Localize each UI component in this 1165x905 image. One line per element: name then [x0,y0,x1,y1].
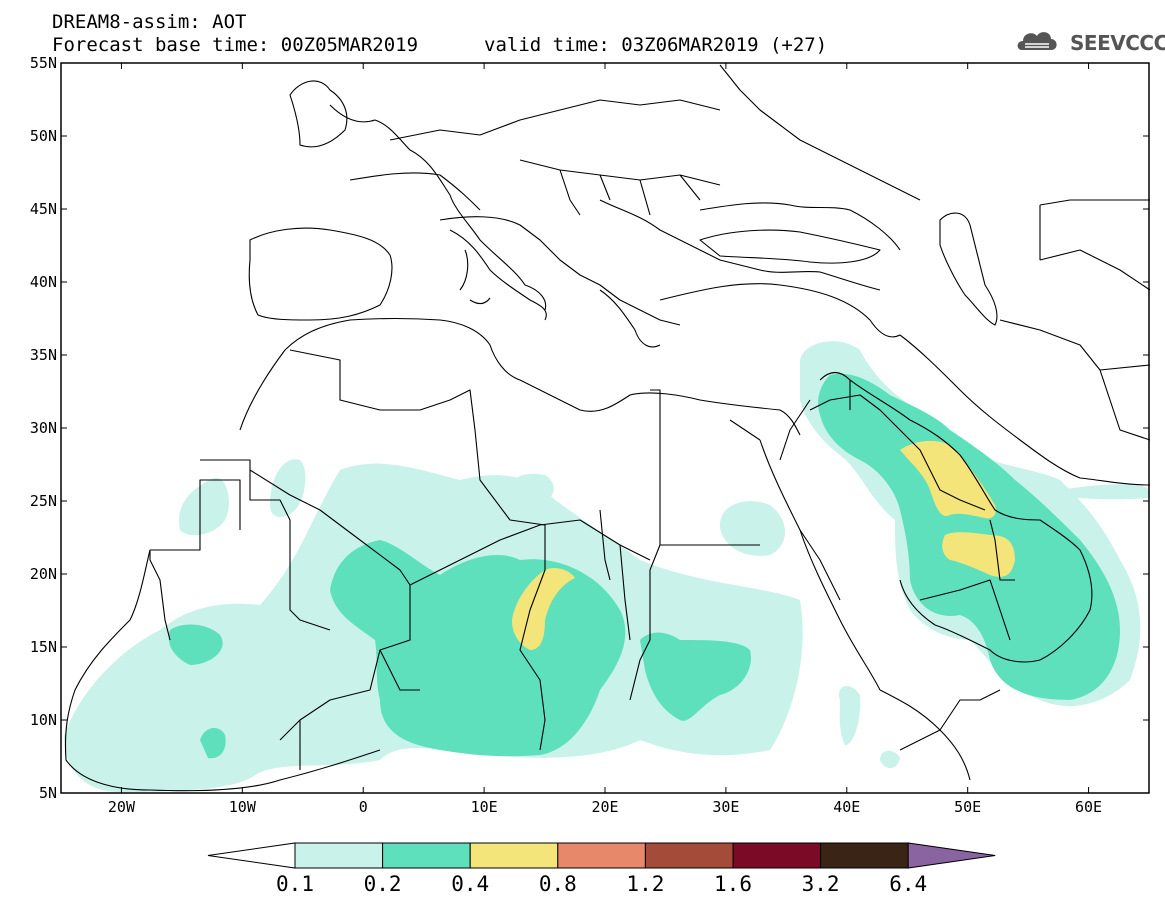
lat-tick-label: 40N [30,273,57,291]
lon-tick-label: 50E [954,798,981,816]
lon-tick-label: 60E [1075,798,1102,816]
colorbar-swatch [644,842,734,869]
colorbar-swatch [820,842,909,869]
lat-tick-label: 30N [30,419,57,437]
colorbar-level-label: 0.1 [276,872,314,896]
colorbar-level-label: 1.2 [626,872,664,896]
lon-tick-label: 40E [833,798,860,816]
colorbar-swatch [557,842,646,869]
colorbar-level-label: 1.6 [714,872,752,896]
lon-tick-label: 10W [229,798,257,816]
lat-tick-label: 10N [30,711,57,729]
lat-tick-label: 15N [30,638,57,656]
forecast-base-time: Forecast base time: 00Z05MAR2019 [52,34,419,56]
colorbar-level-label: 6.4 [889,872,927,896]
lon-tick-label: 20W [108,798,136,816]
lat-tick-label: 25N [30,492,57,510]
colorbar-level-label: 0.2 [364,872,402,896]
colorbar: 0.1 0.2 0.4 0.8 1.2 1.6 3.2 6.4 [207,842,996,896]
colorbar-over-triangle [907,842,996,869]
country-boundaries [64,64,1151,792]
colorbar-level-label: 0.8 [539,872,577,896]
aot-level-0.4 [512,440,1015,650]
colorbar-swatch [294,842,384,869]
lat-tick-label: 35N [30,346,57,364]
map-title: DREAM8-assim: AOT [52,11,247,33]
colorbar-level-label: 3.2 [802,872,840,896]
seevccc-logo: SEEVCCC [1070,31,1165,55]
lon-tick-label: 30E [712,798,739,816]
colorbar-under-triangle [207,842,296,869]
lat-tick-label: 20N [30,565,57,583]
colorbar-level-label: 0.4 [451,872,489,896]
lon-tick-label: 10E [471,798,498,816]
lat-tick-label: 5N [39,784,57,802]
colorbar-swatch [382,842,471,869]
colorbar-swatch [469,842,559,869]
valid-time: valid time: 03Z06MAR2019 (+27) [484,34,828,56]
lon-tick-label: 0 [359,798,368,816]
lat-tick-label: 55N [30,54,57,72]
lat-tick-label: 50N [30,127,57,145]
longitude-axis: 20W 10W 0 10E 20E 30E 40E 50E 60E [108,63,1102,816]
seevccc-cloud-icon [1017,32,1057,50]
colorbar-swatch [732,842,822,869]
lat-tick-label: 45N [30,200,57,218]
lon-tick-label: 20E [591,798,618,816]
latitude-axis: 55N 50N 45N 40N 35N 30N 25N 20N 15N 10N 5N [30,54,1149,802]
